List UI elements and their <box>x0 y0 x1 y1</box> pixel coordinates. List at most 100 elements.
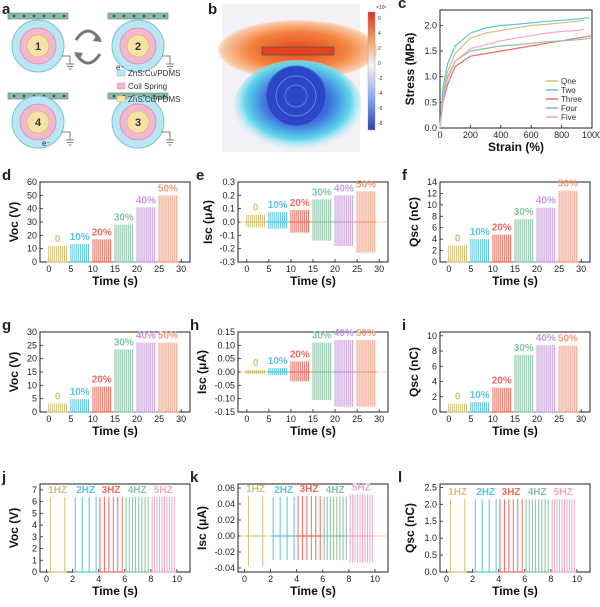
x-axis-label: Time (s) <box>290 424 336 438</box>
y-tick-label: 2 <box>432 246 437 256</box>
chart-c: 0 200 400 600 800 1000 0.0 0.5 1.0 1.5 2.0 Strain (… <box>398 0 600 154</box>
y-tick-label: 0.10 <box>217 340 235 350</box>
x-tick-label: 5 <box>468 414 473 424</box>
series-line-five <box>439 28 585 129</box>
segment-label: 3HZ <box>502 487 521 498</box>
x-tick-label: 5 <box>468 264 473 274</box>
x-tick-label: 5 <box>68 414 73 424</box>
panel-b-label: b <box>208 1 217 18</box>
segment-label: 40% <box>536 333 556 344</box>
series-line-four <box>439 37 593 129</box>
x-tick-label: 25 <box>352 414 362 424</box>
y-tick-label: 1.5 <box>424 46 437 56</box>
y-tick-label: -0.1 <box>219 230 235 240</box>
colorbar-exponent: ×10⁵ <box>376 5 387 11</box>
y-tick-label: 12 <box>427 188 437 198</box>
x-tick-label: 5 <box>266 414 271 424</box>
colorbar-tick: -8 <box>378 121 383 127</box>
segment-label: 10% <box>268 200 288 211</box>
x-tick-label: 8 <box>148 574 153 584</box>
segment-label: 30% <box>114 213 134 224</box>
x-tick-label: 10 <box>88 414 98 424</box>
x-tick-label: 200 <box>463 130 478 140</box>
x-axis-label: Time (s) <box>290 584 336 598</box>
x-axis-label: Time (s) <box>92 424 138 438</box>
x-tick-label: 25 <box>554 414 564 424</box>
x-tick-label: 6 <box>522 574 527 584</box>
legend-zns-inner: ZnS:Cu/PDMS <box>128 95 180 104</box>
y-tick-label: 0 <box>32 567 37 577</box>
legend-swatch-zns-inner <box>116 95 126 103</box>
x-tick-label: 20 <box>532 264 542 274</box>
segment-label: 1HZ <box>48 485 67 496</box>
teng-cross-section <box>265 65 327 127</box>
series-line-qne <box>439 19 585 129</box>
y-axis-label: Qsc (nC) <box>407 347 421 397</box>
colorbar-tick: 0 <box>378 61 381 67</box>
segment-label: 40% <box>136 195 156 206</box>
x-axis-label: Time (s) <box>92 274 138 288</box>
y-tick-label: 2 <box>32 544 37 554</box>
segment-label: 50% <box>158 331 178 342</box>
segment-label: 20% <box>290 349 310 360</box>
legend-entry: Qne <box>561 77 577 86</box>
x-tick-label: 1000 <box>582 130 600 140</box>
panel-label: c <box>398 0 406 12</box>
y-tick-label: 15 <box>27 367 37 377</box>
state-3-number: 3 <box>135 117 141 129</box>
segment-label: 10% <box>70 387 90 398</box>
y-tick-label: -0.02 <box>214 547 235 557</box>
y-tick-label: 0.2 <box>222 190 235 200</box>
segment-label: 5HZ <box>154 485 173 496</box>
x-tick-label: 0 <box>44 574 49 584</box>
y-tick-label: 6 <box>432 361 437 371</box>
segment-label: 0 <box>55 391 61 402</box>
y-tick-label: 0.5 <box>424 550 437 560</box>
x-tick-label: 30 <box>176 264 186 274</box>
segment-label: 30% <box>312 187 332 198</box>
y-tick-label: 0.0 <box>424 567 437 577</box>
y-tick-label: 0.15 <box>217 327 235 337</box>
series-line-two <box>439 17 590 129</box>
colorbar-tick: 2 <box>378 46 381 52</box>
x-tick-label: 25 <box>554 264 564 274</box>
x-tick-label: 20 <box>532 414 542 424</box>
x-tick-label: 5 <box>68 264 73 274</box>
segment-label: 20% <box>290 198 310 209</box>
y-axis-label: Voc (V) <box>7 202 21 242</box>
y-tick-label: 0 <box>432 407 437 417</box>
electron-label-4: e⁻ <box>42 139 51 148</box>
x-axis-label: Time (s) <box>492 584 538 598</box>
x-tick-label: 800 <box>554 130 569 140</box>
y-tick-label: 1.5 <box>424 516 437 526</box>
y-tick-label: 40 <box>27 204 37 214</box>
segment-label: 4HZ <box>128 485 147 496</box>
segment-label: 20% <box>92 375 112 386</box>
segment-label: 0 <box>253 358 259 369</box>
state-4-number: 4 <box>35 117 42 129</box>
y-tick-label: 8 <box>432 211 437 221</box>
x-tick-label: 600 <box>524 130 539 140</box>
segment-label: 1HZ <box>448 487 467 498</box>
segment-label: 10% <box>470 390 490 401</box>
x-tick-label: 10 <box>286 414 296 424</box>
segment-label: 5HZ <box>554 487 573 498</box>
chart-k: 0 2 4 6 8 10 -0.04 -0.02 0.00 0.02 0.04 0.06 Time (s… <box>190 469 389 598</box>
cycle-arrows-icon <box>74 29 102 65</box>
state-3: 3 <box>107 92 174 149</box>
segment-label: 0 <box>253 203 259 214</box>
x-tick-label: 2 <box>70 574 75 584</box>
x-tick-label: 10 <box>370 574 380 584</box>
legend-swatch-coil <box>116 82 126 90</box>
y-tick-label: 6 <box>432 223 437 233</box>
panel-label: l <box>398 469 402 486</box>
chart-h: 0 5 10 15 20 25 30 -0.15 -0.10 -0.05 0.00 0.05 0.10 0… <box>190 317 389 438</box>
x-tick-label: 30 <box>176 414 186 424</box>
y-tick-label: 0.00 <box>217 531 235 541</box>
x-tick-label: 0 <box>444 574 449 584</box>
panel-a: a 1 2 <box>2 1 180 149</box>
y-axis-label: Voc (V) <box>7 352 21 392</box>
